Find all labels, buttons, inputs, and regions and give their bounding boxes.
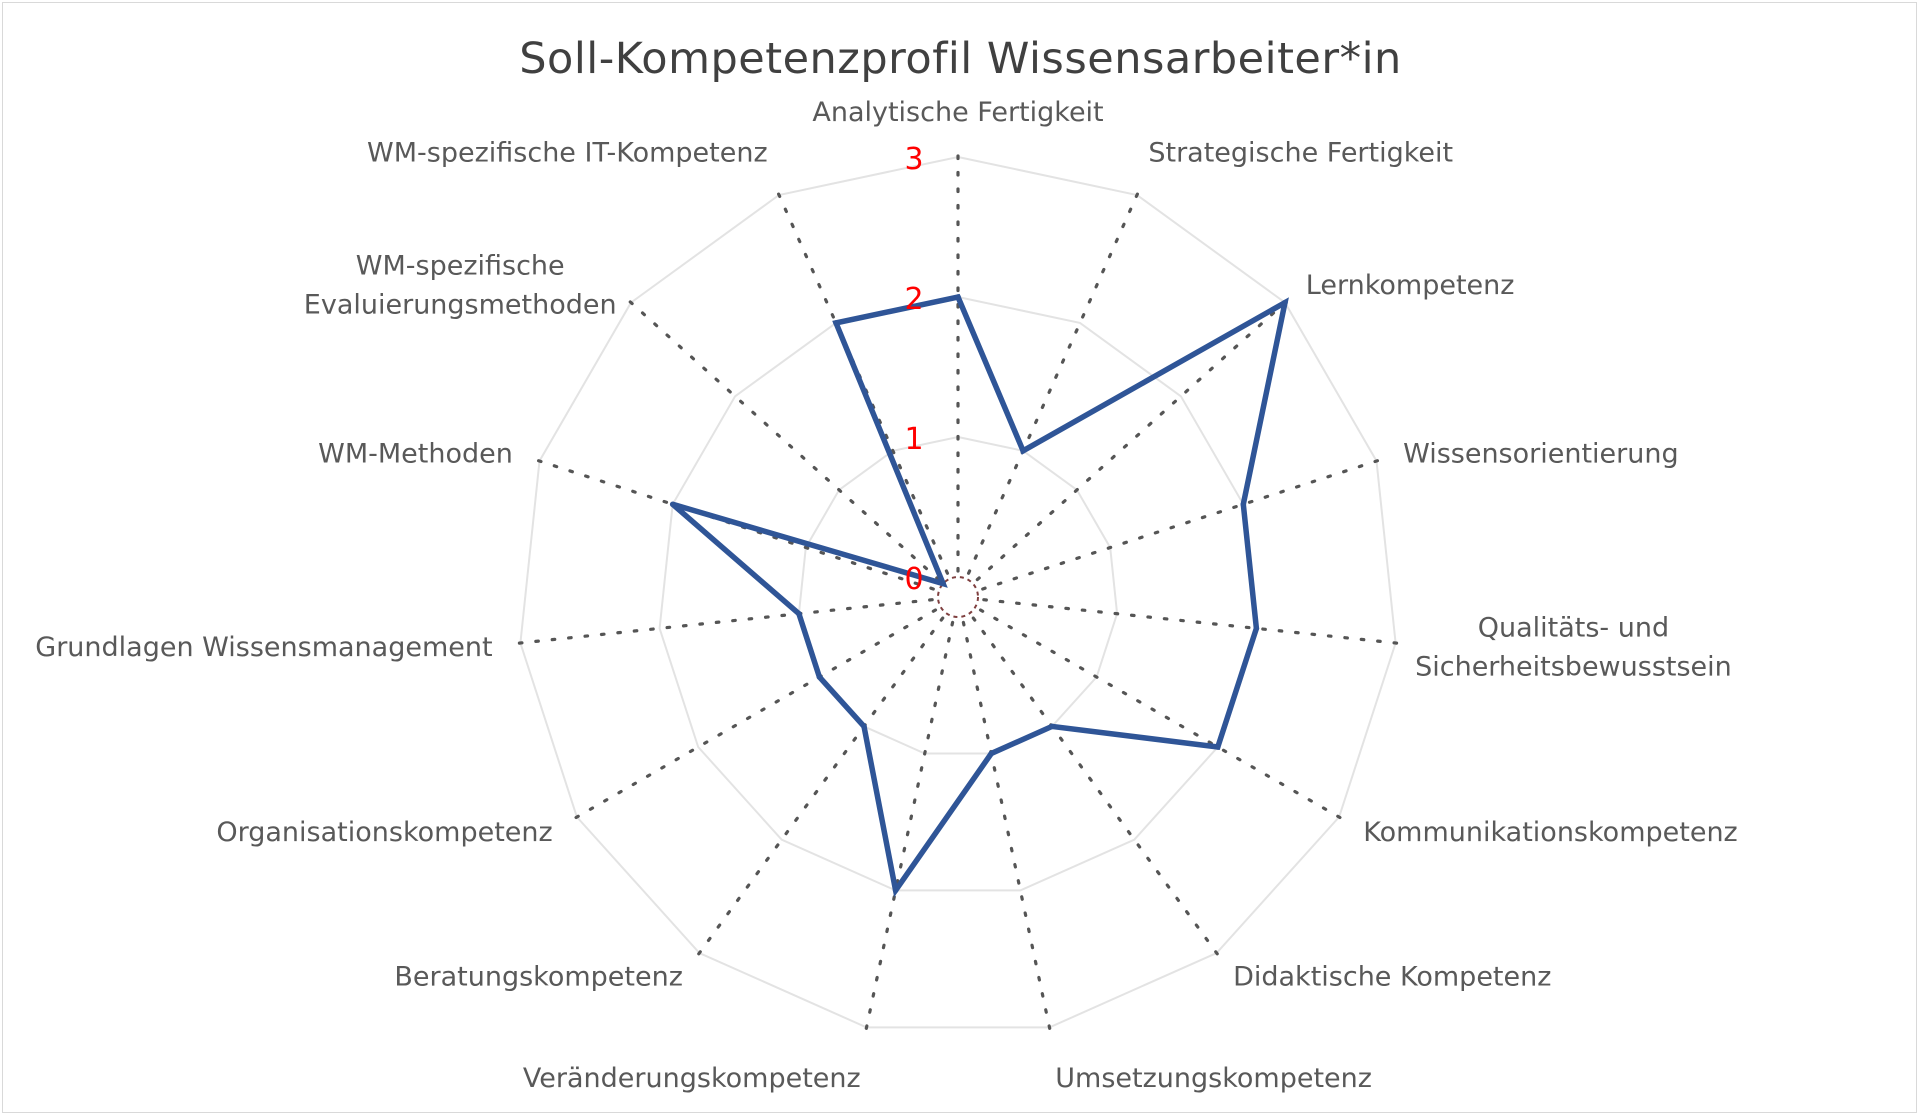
data-point-12 [796,610,802,617]
data-point-6 [1215,744,1221,750]
spoke-14 [620,292,941,582]
category-label-9: Veränderungskompetenz [523,1063,861,1094]
spoke-6 [978,608,1352,825]
spoke-8 [961,620,1054,1041]
category-label-5: Qualitäts- und Sicherheitsbewusstsein [1415,612,1732,682]
spoke-7 [971,616,1226,965]
spoke-5 [982,598,1410,646]
chart-title: Soll-Kompetenzprofil Wissensarbeiter*in [519,34,1402,84]
grid-ring-1 [797,435,1119,755]
data-point-9 [892,887,899,894]
data-point-5 [1253,625,1260,632]
category-label-3: Lernkompetenz [1306,270,1515,301]
spoke-9 [862,620,955,1041]
data-point-2 [1020,448,1026,454]
data-point-15 [833,320,839,326]
category-label-4: Wissensorientierung [1403,438,1679,469]
spoke-12 [506,598,934,646]
category-label-13: WM-Methoden [318,438,513,469]
grid-ring-2 [658,295,1258,892]
category-label-10: Beratungskompetenz [394,962,683,993]
series-line-1 [670,293,1289,898]
category-label-14: WM-spezifische Evaluierungsmethoden [304,250,617,320]
spoke-10 [690,616,945,965]
tick-label-2: 2 [904,282,923,317]
data-point-3 [1282,299,1288,306]
data-point-14 [940,580,946,587]
grid-ring-0 [937,576,979,618]
spoke-11 [564,608,938,825]
tick-label-3: 3 [904,142,923,177]
data-point-7 [1049,723,1055,730]
data-point-1 [955,294,961,300]
category-label-1: Analytische Fertigkeit [812,97,1103,128]
data-point-8 [988,750,995,757]
category-label-11: Organisationskompetenz [216,817,552,848]
category-label-6: Kommunikationskompetenz [1363,817,1737,848]
spoke-4 [981,455,1390,591]
grid-ring-3 [519,155,1397,1029]
spoke-2 [966,182,1144,575]
spoke-3 [975,292,1296,582]
category-label-8: Umsetzungskompetenz [1055,1063,1372,1094]
data-point-13 [669,501,676,508]
category-label-12: Grundlagen Wissensmanagement [35,632,492,663]
tick-label-0: 0 [904,562,923,597]
category-label-2: Strategische Fertigkeit [1148,137,1453,168]
data-point-10 [861,723,867,730]
data-point-11 [816,674,823,680]
tick-label-1: 1 [904,422,923,457]
category-label-7: Didaktische Kompetenz [1233,962,1551,993]
data-point-4 [1240,501,1247,508]
category-label-15: WM-spezifische IT-Kompetenz [367,137,768,168]
